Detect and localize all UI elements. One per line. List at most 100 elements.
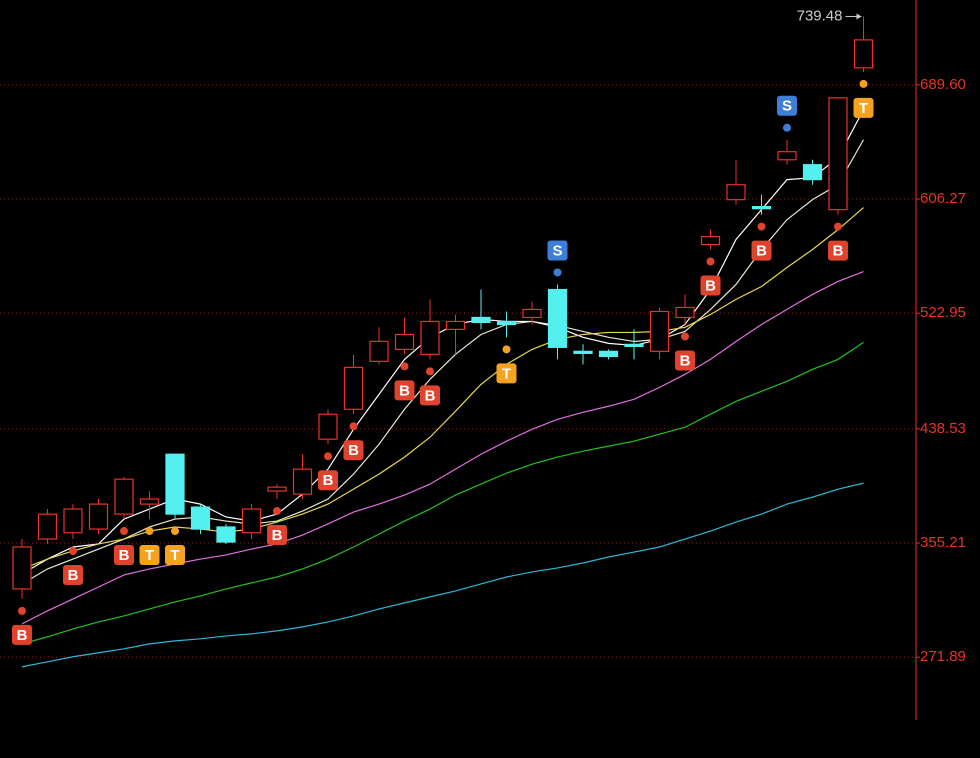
- signal-label: B: [348, 442, 359, 459]
- signal-badge: [165, 545, 185, 566]
- y-tick-label: 689.60: [920, 76, 966, 93]
- signal-label: B: [323, 472, 334, 489]
- ma-line: [21, 207, 864, 570]
- signal-dot: [324, 452, 332, 461]
- ma-line: [21, 482, 864, 668]
- candle-body: [777, 151, 797, 161]
- signal-dot: [349, 422, 358, 431]
- y-tick-label: 522.95: [920, 304, 966, 321]
- candle-body: [63, 508, 83, 534]
- signal-label: B: [68, 567, 79, 584]
- y-tick-label: 606.27: [920, 190, 966, 207]
- signal-badge: [777, 95, 797, 116]
- max-label: 739.48: [797, 7, 843, 24]
- signal-label: T: [502, 365, 511, 382]
- candle-body: [216, 526, 236, 543]
- signal-badge: [853, 97, 874, 118]
- max-arrowhead: [856, 13, 862, 20]
- candle-body: [547, 288, 568, 348]
- signal-badge: [496, 363, 517, 384]
- candle-body: [700, 236, 721, 246]
- signal-label: T: [145, 547, 154, 564]
- signal-badge: [343, 440, 364, 461]
- candle-body: [802, 164, 823, 181]
- signal-dot: [426, 367, 434, 376]
- signal-dot: [681, 332, 689, 341]
- signal-dot: [502, 345, 511, 354]
- signal-dot: [18, 606, 26, 615]
- candle-body: [369, 340, 389, 362]
- signal-dot: [120, 527, 128, 536]
- candle-body: [114, 478, 134, 515]
- signal-badge: [420, 385, 440, 406]
- signal-dot: [273, 507, 281, 516]
- signal-badge: [114, 545, 134, 566]
- candle-body: [828, 97, 848, 211]
- candle-body: [649, 310, 670, 352]
- ma-line: [21, 271, 864, 625]
- signal-label: B: [272, 527, 283, 544]
- signal-badge: [318, 470, 338, 491]
- candle-body: [471, 316, 491, 324]
- signal-dot: [706, 257, 715, 266]
- candle-body: [420, 320, 440, 355]
- signal-dot: [553, 268, 562, 277]
- candle-body: [726, 184, 746, 201]
- candle-body: [496, 320, 517, 326]
- candle-body: [445, 320, 466, 330]
- signal-dot: [69, 547, 77, 556]
- candle-body: [190, 506, 211, 530]
- candle-body: [394, 333, 415, 351]
- signal-label: B: [680, 352, 691, 369]
- candle-body: [12, 546, 32, 590]
- signal-label: B: [119, 547, 130, 564]
- signal-badge: [139, 545, 160, 566]
- signal-label: B: [833, 243, 844, 260]
- signal-dot: [171, 527, 179, 536]
- signal-label: B: [17, 627, 28, 644]
- signal-badge: [267, 525, 287, 546]
- candle-body: [139, 498, 160, 505]
- candle-body: [675, 306, 695, 319]
- signal-label: B: [705, 277, 716, 294]
- candle-body: [88, 503, 109, 530]
- y-tick-label: 438.53: [920, 420, 966, 437]
- signal-dot: [400, 362, 409, 371]
- candle-body: [853, 39, 874, 69]
- signal-label: S: [782, 98, 792, 115]
- y-tick-label: 271.89: [920, 648, 966, 665]
- signal-badge: [394, 380, 415, 401]
- signal-label: B: [425, 387, 436, 404]
- signal-label: B: [756, 243, 767, 260]
- signal-badge: [828, 240, 848, 261]
- ma-line: [21, 139, 865, 585]
- signal-badge: [63, 565, 83, 586]
- signal-label: S: [552, 242, 562, 259]
- candle-body: [624, 343, 644, 347]
- signal-badge: [700, 275, 721, 296]
- signal-label: T: [859, 100, 868, 117]
- signal-label: B: [399, 382, 410, 399]
- signal-badge: [12, 624, 32, 645]
- candle-body: [522, 308, 542, 319]
- signal-dot: [834, 222, 842, 231]
- signal-dot: [859, 79, 868, 88]
- candle-body: [343, 366, 364, 410]
- ma-line: [21, 341, 864, 645]
- candle-body: [292, 468, 313, 495]
- signal-dot: [783, 123, 791, 132]
- candle-body: [318, 413, 338, 440]
- candle-body: [573, 350, 593, 354]
- signal-badge: [547, 240, 568, 261]
- candle-body: [37, 513, 58, 540]
- signal-dot: [145, 527, 154, 536]
- candle-body: [241, 508, 262, 534]
- candle-body: [165, 453, 185, 515]
- signal-label: T: [170, 547, 179, 564]
- signal-badge: [675, 350, 695, 371]
- y-tick-label: 355.21: [920, 534, 966, 551]
- candle-body: [751, 206, 772, 210]
- ma-line: [21, 109, 865, 575]
